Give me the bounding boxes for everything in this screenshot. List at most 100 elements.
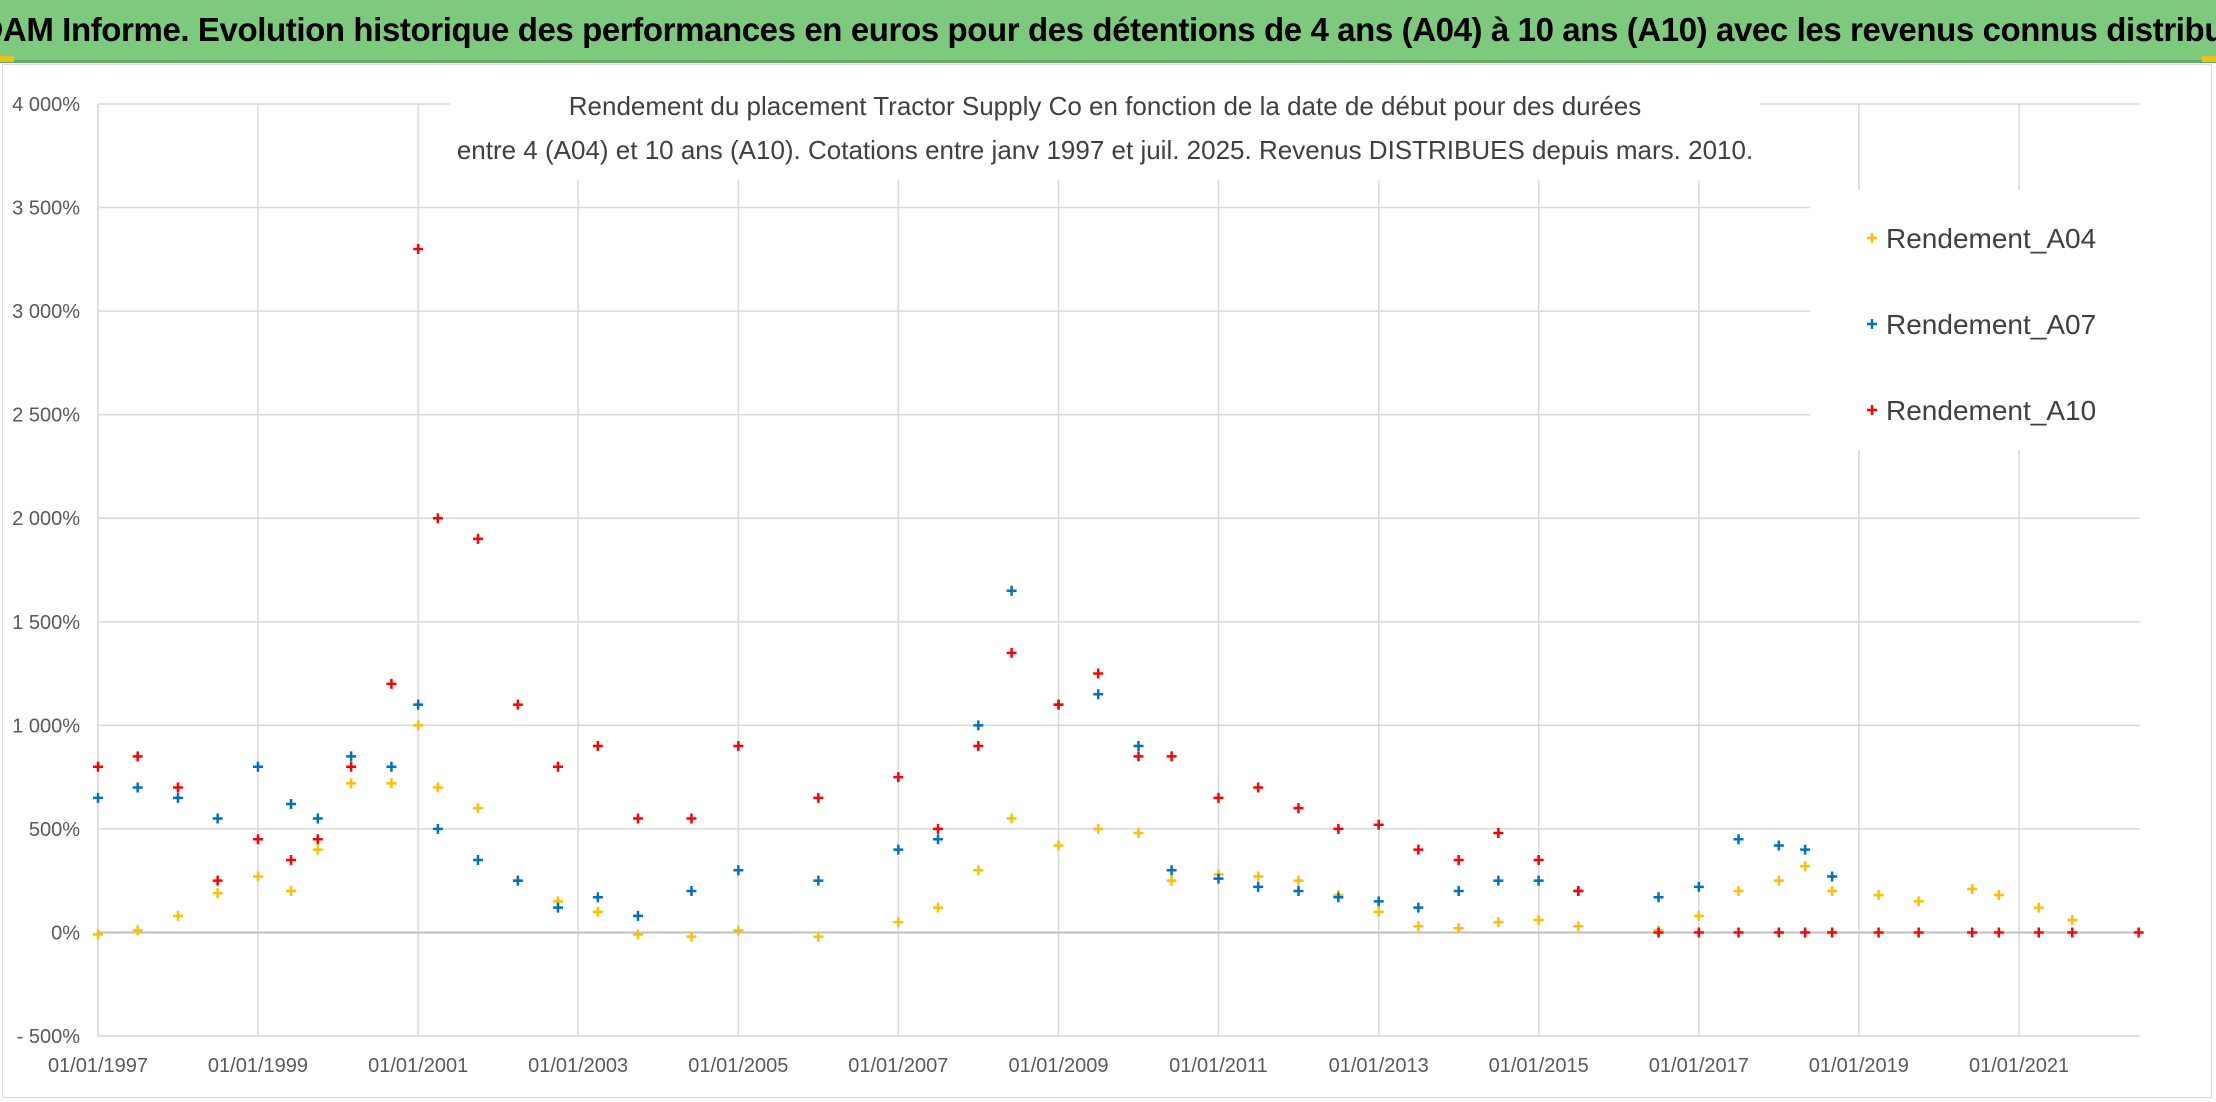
data-point-rendement-a10 <box>286 854 297 865</box>
data-point-rendement-a07 <box>1006 585 1017 596</box>
data-point-rendement-a04 <box>252 871 263 882</box>
data-point-rendement-a04 <box>1533 915 1544 926</box>
data-point-rendement-a04 <box>1573 921 1584 932</box>
data-point-rendement-a04 <box>1373 906 1384 917</box>
legend-label: Rendement_A04 <box>1886 223 2096 254</box>
data-point-rendement-a07 <box>346 751 357 762</box>
chart-title: Rendement du placement Tractor Supply Co… <box>450 80 1760 180</box>
axes: - 500% 0% 500% 1 000% 1 500% 2 000% 2 500% 3 00… <box>12 94 2140 1077</box>
data-point-rendement-a07 <box>1773 840 1784 851</box>
data-point-rendement-a04 <box>413 720 424 731</box>
data-point-rendement-a10 <box>1873 927 1884 938</box>
data-point-rendement-a04 <box>1453 923 1464 934</box>
data-point-rendement-a04 <box>1133 828 1144 839</box>
data-point-rendement-a04 <box>632 929 643 940</box>
legend-marker <box>1867 405 1877 415</box>
data-point-rendement-a07 <box>212 813 223 824</box>
legend-background <box>1810 190 2140 450</box>
data-point-rendement-a10 <box>1166 751 1177 762</box>
data-point-rendement-a07 <box>413 699 424 710</box>
y-tick-label: - 500% <box>17 1026 81 1048</box>
corner-mark-right <box>2202 56 2216 62</box>
data-point-rendement-a10 <box>1293 803 1304 814</box>
report-title: ADAM Informe. Evolution historique des p… <box>0 11 2216 48</box>
data-point-rendement-a07 <box>1133 741 1144 752</box>
data-point-rendement-a07 <box>93 792 103 803</box>
data-point-rendement-a07 <box>312 813 323 824</box>
data-point-rendement-a04 <box>1006 813 1017 824</box>
data-point-rendement-a04 <box>1166 875 1177 886</box>
chart-title-line: Rendement du placement Tractor Supply Co… <box>569 91 1641 121</box>
data-point-rendement-a04 <box>1413 921 1424 932</box>
x-tick-label: 01/01/2001 <box>368 1055 468 1077</box>
data-point-rendement-a10 <box>346 761 357 772</box>
report-banner: ADAM Informe. Evolution historique des p… <box>0 0 2216 63</box>
data-point-rendement-a10 <box>893 772 904 783</box>
data-point-rendement-a10 <box>432 513 443 524</box>
data-point-rendement-a04 <box>1093 823 1104 834</box>
data-point-rendement-a04 <box>1967 883 1978 894</box>
chart-title-line: entre 4 (A04) et 10 ans (A10). Cotations… <box>457 135 1753 165</box>
data-point-rendement-a04 <box>1993 890 2004 901</box>
data-point-rendement-a04 <box>973 865 984 876</box>
x-tick-label: 01/01/2009 <box>1008 1055 1108 1077</box>
data-point-rendement-a10 <box>632 813 643 824</box>
data-point-rendement-a04 <box>2033 902 2044 913</box>
data-point-rendement-a04 <box>1800 861 1811 872</box>
data-marks <box>93 243 2144 942</box>
data-point-rendement-a07 <box>1653 892 1664 903</box>
x-tick-label: 01/01/2015 <box>1489 1055 1589 1077</box>
data-point-rendement-a10 <box>1253 782 1264 793</box>
data-point-rendement-a07 <box>172 792 183 803</box>
data-point-rendement-a10 <box>1967 927 1978 938</box>
data-point-rendement-a07 <box>592 892 603 903</box>
data-point-rendement-a07 <box>1827 871 1838 882</box>
data-point-rendement-a10 <box>552 761 563 772</box>
data-point-rendement-a04 <box>686 931 697 942</box>
data-point-rendement-a07 <box>932 834 943 845</box>
y-tick-label: 1 000% <box>12 715 80 737</box>
legend: Rendement_A04 Rendement_A07 Rendement_A10 <box>1810 190 2140 450</box>
data-point-rendement-a07 <box>1733 834 1744 845</box>
data-point-rendement-a07 <box>973 720 984 731</box>
data-point-rendement-a10 <box>512 699 523 710</box>
data-point-rendement-a07 <box>472 854 483 865</box>
data-point-rendement-a04 <box>93 929 103 940</box>
data-point-rendement-a10 <box>1093 668 1104 679</box>
data-point-rendement-a10 <box>1693 927 1704 938</box>
data-point-rendement-a10 <box>472 533 483 544</box>
data-point-rendement-a10 <box>2033 927 2044 938</box>
data-point-rendement-a10 <box>1533 854 1544 865</box>
data-point-rendement-a07 <box>132 782 143 793</box>
chart-frame <box>2 64 2212 1098</box>
data-point-rendement-a10 <box>1573 886 1584 897</box>
data-point-rendement-a10 <box>1053 699 1064 710</box>
corner-mark-left <box>0 56 14 62</box>
data-point-rendement-a10 <box>1913 927 1924 938</box>
data-point-rendement-a07 <box>1253 881 1264 892</box>
data-point-rendement-a07 <box>1800 844 1811 855</box>
y-tick-label: 2 000% <box>12 508 80 530</box>
data-point-rendement-a07 <box>1333 892 1344 903</box>
legend-marker <box>1867 233 1877 243</box>
data-point-rendement-a07 <box>1373 896 1384 907</box>
x-tick-label: 01/01/2021 <box>1969 1055 2069 1077</box>
y-tick-label: 1 500% <box>12 612 80 634</box>
data-point-rendement-a07 <box>512 875 523 886</box>
data-point-rendement-a04 <box>432 782 443 793</box>
data-point-rendement-a07 <box>1493 875 1504 886</box>
data-point-rendement-a10 <box>1800 927 1811 938</box>
data-point-rendement-a07 <box>893 844 904 855</box>
data-point-rendement-a10 <box>2067 927 2078 938</box>
data-point-rendement-a04 <box>212 888 223 899</box>
data-point-rendement-a07 <box>1166 865 1177 876</box>
x-tick-label: 01/01/2007 <box>848 1055 948 1077</box>
data-point-rendement-a04 <box>386 778 397 789</box>
chart-title-background <box>450 80 1760 180</box>
x-tick-label: 01/01/2011 <box>1169 1055 1268 1077</box>
data-point-rendement-a04 <box>346 778 357 789</box>
x-tick-label: 01/01/2017 <box>1649 1055 1749 1077</box>
y-tick-label: 3 500% <box>12 198 80 220</box>
x-tick-label: 01/01/1997 <box>48 1055 148 1077</box>
data-point-rendement-a10 <box>1006 647 1017 658</box>
